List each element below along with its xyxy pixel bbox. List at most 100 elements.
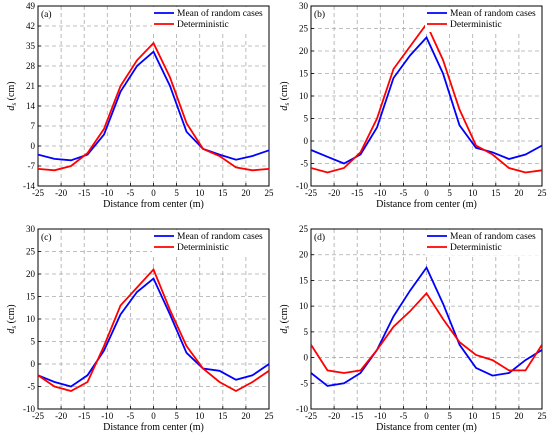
x-tick-label: 20 xyxy=(514,188,524,198)
x-tick-label: 15 xyxy=(218,411,228,421)
x-tick-label: -15 xyxy=(351,188,363,198)
series-line-1 xyxy=(311,35,542,165)
x-tick-label: 5 xyxy=(447,411,452,421)
chart-panel-1: -25 -20 -15 -10 -5 0 5 10 15 20 25 -14 -7 0 7 14 21 28 35 4… xyxy=(6,1,274,210)
series-line-1 xyxy=(311,265,542,387)
y-tick-label: 15 xyxy=(299,275,309,285)
x-tick-label: -20 xyxy=(55,411,67,421)
x-tick-label: 5 xyxy=(447,188,452,198)
panel-label: (d) xyxy=(314,232,325,243)
y-tick-label: -10 xyxy=(296,404,308,414)
y-tick-label: 25 xyxy=(299,24,309,34)
y-tick-label: -10 xyxy=(23,404,35,414)
x-tick-label: -5 xyxy=(127,188,135,198)
y-axis-label: ds (cm) xyxy=(279,304,291,333)
x-tick-label: 10 xyxy=(195,188,205,198)
x-tick-label: 15 xyxy=(218,188,228,198)
x-tick-label: -20 xyxy=(328,188,340,198)
x-tick-label: 10 xyxy=(468,188,478,198)
y-tick-label: 5 xyxy=(31,337,36,347)
y-axis-label: ds (cm) xyxy=(279,81,291,110)
x-tick-label: 0 xyxy=(424,411,429,421)
x-tick-label: 0 xyxy=(151,188,156,198)
x-tick-label: -25 xyxy=(305,188,317,198)
x-tick-label: 0 xyxy=(151,411,156,421)
y-tick-label: 7 xyxy=(31,121,36,131)
legend-box xyxy=(425,7,541,32)
legend-label-1: Mean of random cases xyxy=(450,8,536,19)
y-tick-label: 15 xyxy=(299,69,309,79)
series-line-2 xyxy=(311,291,542,374)
x-tick-label: 25 xyxy=(265,411,275,421)
y-tick-label: 0 xyxy=(304,353,309,363)
series-line-2 xyxy=(38,41,269,172)
x-tick-label: -5 xyxy=(127,411,135,421)
x-tick-label: 0 xyxy=(424,188,429,198)
y-tick-label: 0 xyxy=(31,359,36,369)
y-tick-label: -5 xyxy=(301,159,309,169)
x-tick-label: 20 xyxy=(514,411,524,421)
legend-label-2: Deterministic xyxy=(450,20,502,30)
y-tick-label: 25 xyxy=(299,224,309,234)
x-tick-label: -25 xyxy=(32,411,44,421)
x-tick-label: -5 xyxy=(400,411,408,421)
x-tick-label: 5 xyxy=(174,411,179,421)
x-tick-label: -15 xyxy=(78,188,90,198)
y-axis-label: ds (cm) xyxy=(6,81,18,110)
x-tick-label: 25 xyxy=(538,188,548,198)
x-axis-label: Distance from center (m) xyxy=(376,199,477,210)
x-tick-label: 20 xyxy=(241,188,251,198)
y-tick-label: -10 xyxy=(296,181,308,191)
y-tick-label: 49 xyxy=(26,1,36,11)
y-tick-label: 35 xyxy=(26,41,36,51)
x-tick-label: 20 xyxy=(241,411,251,421)
x-tick-label: -20 xyxy=(328,411,340,421)
y-tick-label: 25 xyxy=(26,247,36,257)
chart-panel-4: -25 -20 -15 -10 -5 0 5 10 15 20 25 -10 -5 0 5 10 15 20 25 D… xyxy=(279,224,547,433)
x-tick-label: -15 xyxy=(351,411,363,421)
y-tick-label: 30 xyxy=(26,224,36,234)
x-tick-label: 15 xyxy=(491,188,501,198)
x-tick-label: 15 xyxy=(491,411,501,421)
y-tick-label: 20 xyxy=(299,46,309,56)
x-tick-label: -5 xyxy=(400,188,408,198)
y-tick-label: -7 xyxy=(28,161,36,171)
y-tick-label: 10 xyxy=(26,314,36,324)
x-tick-label: 10 xyxy=(195,411,205,421)
y-tick-label: 42 xyxy=(26,21,35,31)
x-tick-label: 5 xyxy=(174,188,179,198)
x-axis-label: Distance from center (m) xyxy=(376,422,477,433)
y-tick-label: 0 xyxy=(304,136,309,146)
x-tick-label: -10 xyxy=(101,411,113,421)
y-tick-label: 5 xyxy=(304,114,309,124)
y-tick-label: 0 xyxy=(31,141,36,151)
x-tick-label: -10 xyxy=(374,188,386,198)
legend-label-1: Mean of random cases xyxy=(177,231,263,242)
series-line-1 xyxy=(38,277,269,388)
series-line-1 xyxy=(38,50,269,162)
y-tick-label: 10 xyxy=(299,301,309,311)
x-tick-label: -20 xyxy=(55,188,67,198)
legend-label-1: Mean of random cases xyxy=(450,231,536,242)
panel-label: (c) xyxy=(41,232,52,243)
series-line-2 xyxy=(38,267,269,393)
legend-label-1: Mean of random cases xyxy=(177,8,263,19)
chart-panel-3: -25 -20 -15 -10 -5 0 5 10 15 20 25 -10 -5 0 5 10 15 20 25 3… xyxy=(6,224,274,433)
x-axis-label: Distance from center (m) xyxy=(103,199,204,210)
y-tick-label: 10 xyxy=(299,91,309,101)
x-tick-label: -10 xyxy=(101,188,113,198)
y-tick-label: 20 xyxy=(299,250,309,260)
y-tick-label: 14 xyxy=(26,101,36,111)
chart-panel-2: -25 -20 -15 -10 -5 0 5 10 15 20 25 -10 -5 0 5 10 15 20 25 3… xyxy=(279,1,547,210)
y-tick-label: 5 xyxy=(304,327,309,337)
y-tick-label: -5 xyxy=(301,378,309,388)
y-axis-label: ds (cm) xyxy=(6,304,18,333)
x-tick-label: -10 xyxy=(374,411,386,421)
y-tick-label: 20 xyxy=(26,269,36,279)
y-tick-label: 15 xyxy=(26,292,36,302)
y-tick-label: -14 xyxy=(23,181,35,191)
x-tick-label: 25 xyxy=(538,411,548,421)
x-tick-label: 25 xyxy=(265,188,275,198)
legend-box xyxy=(152,7,268,32)
